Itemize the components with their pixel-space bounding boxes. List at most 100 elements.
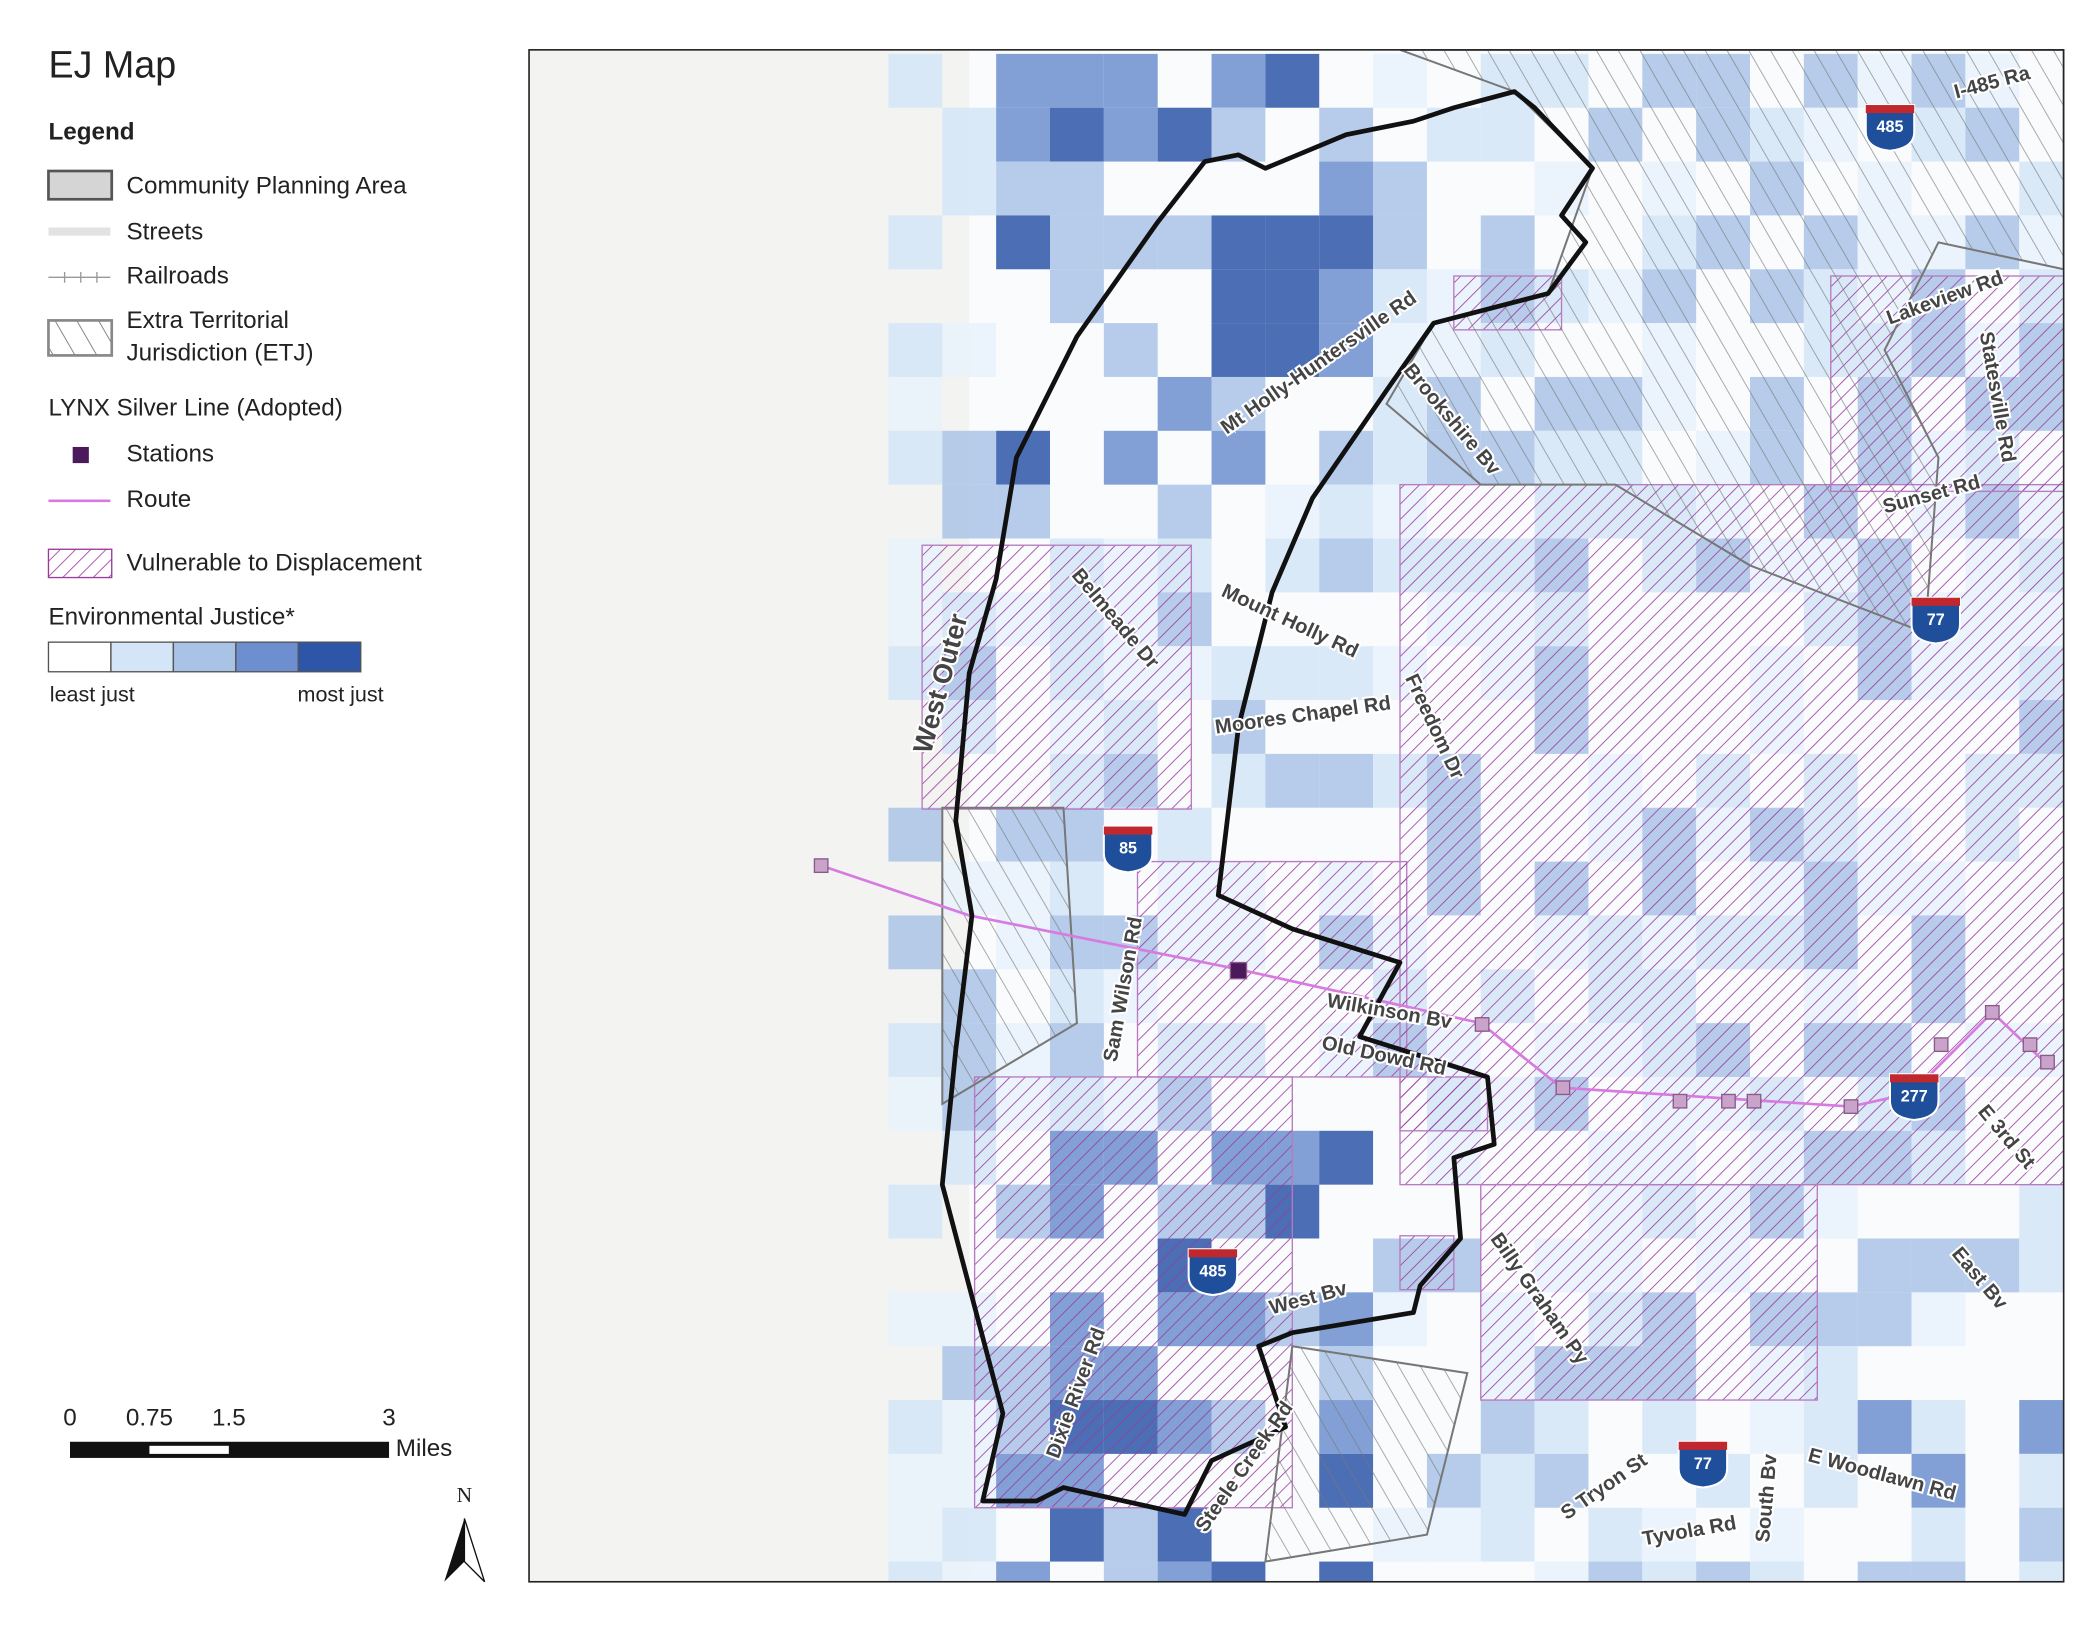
ej-cell bbox=[1534, 1400, 1589, 1454]
scale-tick-label: 3 bbox=[382, 1404, 395, 1431]
scale-tick-label: 0 bbox=[63, 1404, 76, 1431]
ej-cell bbox=[942, 430, 997, 485]
scale-tick-label: 0.75 bbox=[126, 1404, 173, 1431]
vulnerable-swatch bbox=[47, 548, 113, 579]
ej-cell bbox=[1319, 215, 1374, 270]
ej-cell bbox=[1211, 430, 1266, 485]
ej-cell bbox=[942, 1507, 997, 1562]
shield-number: 77 bbox=[1694, 1455, 1712, 1473]
vulnerable-areas bbox=[921, 275, 2064, 1509]
ej-cell bbox=[996, 215, 1050, 270]
legend-label: Railroads bbox=[127, 263, 229, 290]
ej-cell bbox=[1965, 1238, 2020, 1293]
ej-cell bbox=[1373, 430, 1427, 485]
ej-cell bbox=[1426, 1507, 1481, 1562]
legend-label: Vulnerable to Displacement bbox=[127, 549, 423, 576]
map-frame bbox=[528, 49, 2065, 1583]
shield-number: 85 bbox=[1119, 840, 1137, 858]
ej-cell bbox=[1103, 1561, 1158, 1582]
ej-cell bbox=[1319, 538, 1374, 593]
ej-cell bbox=[942, 323, 997, 377]
ej-cell bbox=[1911, 1238, 1966, 1293]
ej-cell bbox=[1211, 376, 1266, 431]
ej-cell bbox=[942, 1561, 997, 1582]
legend-label: Route bbox=[127, 486, 192, 513]
ej-cell bbox=[1319, 1561, 1374, 1582]
ej-cell bbox=[2019, 1184, 2064, 1239]
etj-swatch bbox=[47, 319, 114, 357]
ej-cell bbox=[2019, 1561, 2064, 1582]
ej-cell bbox=[1211, 753, 1266, 808]
ej-cell bbox=[1157, 484, 1212, 539]
shield-number: 485 bbox=[1877, 118, 1904, 136]
north-arrow bbox=[463, 1518, 486, 1583]
legend-title: Legend bbox=[48, 119, 134, 146]
ej-cell bbox=[1750, 1507, 1804, 1562]
ej-cell bbox=[1803, 1400, 1858, 1454]
ej-cell bbox=[1857, 1238, 1912, 1293]
ej-cell bbox=[1373, 215, 1427, 270]
ej-cell bbox=[1750, 1561, 1804, 1582]
ej-cell bbox=[1857, 1292, 1912, 1347]
legend-label: Streets bbox=[127, 218, 204, 245]
ej-cell bbox=[1050, 215, 1104, 270]
ej-cell bbox=[1373, 269, 1427, 324]
ej-cell bbox=[1534, 1453, 1589, 1508]
ej-cell bbox=[1480, 215, 1535, 270]
scale-tick-label: 1.5 bbox=[212, 1404, 246, 1431]
ej-cell bbox=[1696, 1561, 1750, 1582]
shield-top bbox=[1911, 597, 1960, 606]
north-label: N bbox=[457, 1483, 473, 1507]
ej-cell bbox=[1265, 646, 1320, 701]
interstate-shield bbox=[1910, 596, 1962, 645]
ej-cell bbox=[888, 323, 943, 377]
shield-top bbox=[1865, 105, 1915, 114]
ej-cell bbox=[888, 1292, 943, 1347]
map-title: EJ Map bbox=[48, 43, 176, 85]
shield-top bbox=[1103, 826, 1153, 835]
ej-cell bbox=[888, 1076, 943, 1131]
ej-cell bbox=[888, 376, 943, 431]
ej-cell bbox=[1103, 1507, 1158, 1562]
ej-cell bbox=[1480, 1507, 1535, 1562]
legend-label: Jurisdiction (ETJ) bbox=[127, 339, 314, 366]
ej-cell bbox=[1211, 53, 1266, 108]
shield-number: 485 bbox=[1199, 1262, 1226, 1280]
scale-unit: Miles bbox=[396, 1435, 453, 1462]
ej-cell bbox=[1750, 1400, 1804, 1454]
ej-cell bbox=[996, 107, 1050, 162]
ej-cell bbox=[1480, 107, 1535, 162]
interstate-shield bbox=[1677, 1440, 1729, 1489]
ej-cell bbox=[1211, 269, 1266, 324]
ej-cell bbox=[1265, 484, 1320, 539]
planning-area-swatch bbox=[47, 169, 114, 201]
ej-cell bbox=[888, 1184, 943, 1239]
ej-cell bbox=[942, 107, 997, 162]
ej-cell bbox=[1157, 807, 1212, 862]
shield-number: 77 bbox=[1927, 611, 1945, 629]
ej-cell bbox=[1373, 53, 1427, 108]
ej-cell bbox=[1642, 1507, 1697, 1562]
ramp-label: least just bbox=[50, 683, 135, 707]
ej-cell bbox=[1265, 53, 1320, 108]
interstate-shield bbox=[1102, 825, 1154, 874]
etj-area bbox=[941, 49, 2064, 1563]
ej-cell bbox=[1911, 1507, 1966, 1562]
scale-bar-segment bbox=[149, 1445, 229, 1454]
ej-cell bbox=[996, 53, 1050, 108]
ej-cell bbox=[888, 807, 943, 862]
shield-top bbox=[1188, 1249, 1238, 1258]
ej-cell bbox=[888, 53, 943, 108]
ej-cell bbox=[1857, 1400, 1912, 1454]
ej-cell bbox=[2019, 1400, 2064, 1454]
ej-cell bbox=[942, 161, 997, 216]
ej-cell bbox=[888, 1400, 943, 1454]
ej-cell bbox=[1857, 1561, 1912, 1582]
interstate-shield bbox=[1187, 1248, 1239, 1297]
ej-cell bbox=[1534, 1561, 1589, 1582]
ej-cell bbox=[888, 915, 943, 970]
ej-cell bbox=[1103, 323, 1158, 377]
planning-area-boundary bbox=[939, 89, 1595, 1517]
